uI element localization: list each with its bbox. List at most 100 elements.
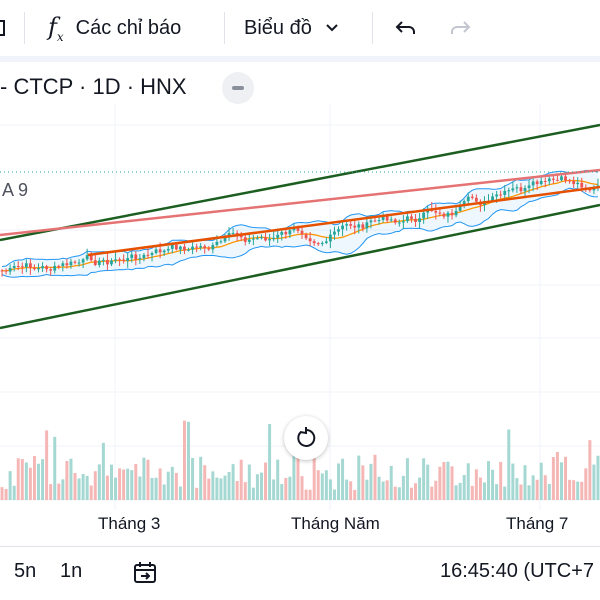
volume-bar xyxy=(57,483,61,500)
candle-body xyxy=(219,241,223,243)
collapse-legend-button[interactable] xyxy=(222,72,254,104)
volume-bar xyxy=(365,479,369,500)
volume-bar xyxy=(523,465,527,500)
volume-bar xyxy=(101,442,105,500)
volume-bar xyxy=(272,479,276,500)
volume-bars xyxy=(0,420,600,500)
volume-bar xyxy=(154,477,158,500)
volume-bar xyxy=(24,462,28,500)
volume-bar xyxy=(280,484,284,500)
candle-body xyxy=(158,249,162,253)
toolbar-divider-bar xyxy=(0,56,600,62)
layout-icon[interactable] xyxy=(0,12,8,44)
candle-body xyxy=(345,224,349,226)
candle-body xyxy=(353,225,357,228)
price-chart[interactable] xyxy=(0,104,600,510)
candle-body xyxy=(142,254,146,259)
volume-bar xyxy=(20,458,24,500)
candle-body xyxy=(57,265,61,267)
volume-bar xyxy=(4,488,8,500)
candle-body xyxy=(495,194,499,197)
volume-bar xyxy=(511,463,515,500)
redo-button[interactable] xyxy=(448,12,472,44)
volume-bar xyxy=(414,483,418,500)
volume-bar xyxy=(0,487,4,500)
candle-body xyxy=(531,181,535,186)
reset-chart-button[interactable] xyxy=(284,416,328,460)
candle-body xyxy=(568,180,571,182)
candle-body xyxy=(8,267,12,272)
volume-bar xyxy=(397,487,401,500)
volume-bar xyxy=(235,481,239,500)
candle-body xyxy=(65,263,69,266)
volume-bar xyxy=(462,474,466,500)
volume-bar xyxy=(466,463,470,500)
candle-body xyxy=(316,243,320,245)
volume-bar xyxy=(373,454,377,500)
volume-bar xyxy=(576,481,580,500)
volume-bar xyxy=(109,464,113,500)
volume-bar xyxy=(568,479,572,500)
candle-body xyxy=(272,237,276,240)
chart-type-button[interactable]: Biểu đồ xyxy=(244,12,340,44)
volume-bar xyxy=(470,485,474,500)
volume-bar xyxy=(268,424,272,500)
go-to-date-button[interactable] xyxy=(132,560,158,592)
volume-bar xyxy=(377,476,381,500)
candle-body xyxy=(170,244,174,249)
volume-bar xyxy=(478,477,482,500)
candle-body xyxy=(93,260,97,266)
volume-bar xyxy=(434,480,438,500)
candle-body xyxy=(523,188,527,192)
candle-body xyxy=(122,259,126,261)
volume-bar xyxy=(454,485,458,500)
volume-bar xyxy=(73,473,77,500)
candle-body xyxy=(499,194,503,196)
top-toolbar: fx Các chỉ báo Biểu đồ xyxy=(0,0,600,56)
volume-bar xyxy=(89,485,93,500)
candle-body xyxy=(462,201,466,206)
volume-bar xyxy=(215,477,219,500)
candle-body xyxy=(239,235,243,238)
volume-bar xyxy=(559,462,563,500)
candle-body xyxy=(551,178,555,180)
candle-body xyxy=(337,229,340,232)
volume-bar xyxy=(564,456,568,500)
candle-body xyxy=(507,190,511,192)
volume-bar xyxy=(584,468,588,500)
candle-body xyxy=(576,182,580,185)
range-5d-button[interactable]: 5n xyxy=(14,560,37,582)
bollinger-upper xyxy=(1,169,599,267)
candle-body xyxy=(572,180,576,185)
volume-bar xyxy=(122,469,126,500)
candle-body xyxy=(357,224,361,228)
candle-body xyxy=(292,227,296,231)
candle-body xyxy=(458,205,462,211)
candle-body xyxy=(73,261,77,263)
candle-body xyxy=(470,196,474,198)
volume-bar xyxy=(393,486,397,500)
volume-bar xyxy=(247,464,251,500)
range-1d-button[interactable]: 1n xyxy=(60,560,83,582)
volume-bar xyxy=(45,430,49,500)
candle-body xyxy=(97,260,101,266)
volume-bar xyxy=(401,475,405,500)
undo-button[interactable] xyxy=(394,12,418,44)
volume-bar xyxy=(227,471,231,500)
candle-body xyxy=(320,242,324,244)
candle-body xyxy=(166,248,170,251)
candle-body xyxy=(280,231,284,235)
candle-body xyxy=(0,270,4,272)
candle-body xyxy=(20,266,24,268)
volume-bar xyxy=(519,484,523,500)
volume-bar xyxy=(596,455,600,500)
indicators-button[interactable]: fx Các chỉ báo xyxy=(48,12,181,44)
volume-bar xyxy=(276,459,280,500)
candle-body xyxy=(179,246,182,250)
symbol-legend[interactable]: - CTCP · 1D · HNX xyxy=(0,74,187,99)
volume-bar xyxy=(345,479,349,500)
current-time[interactable]: 16:45:40 (UTC+7 xyxy=(440,560,594,582)
volume-bar xyxy=(487,461,491,500)
indicator-label: A 9 xyxy=(2,180,29,200)
volume-bar xyxy=(357,455,361,500)
